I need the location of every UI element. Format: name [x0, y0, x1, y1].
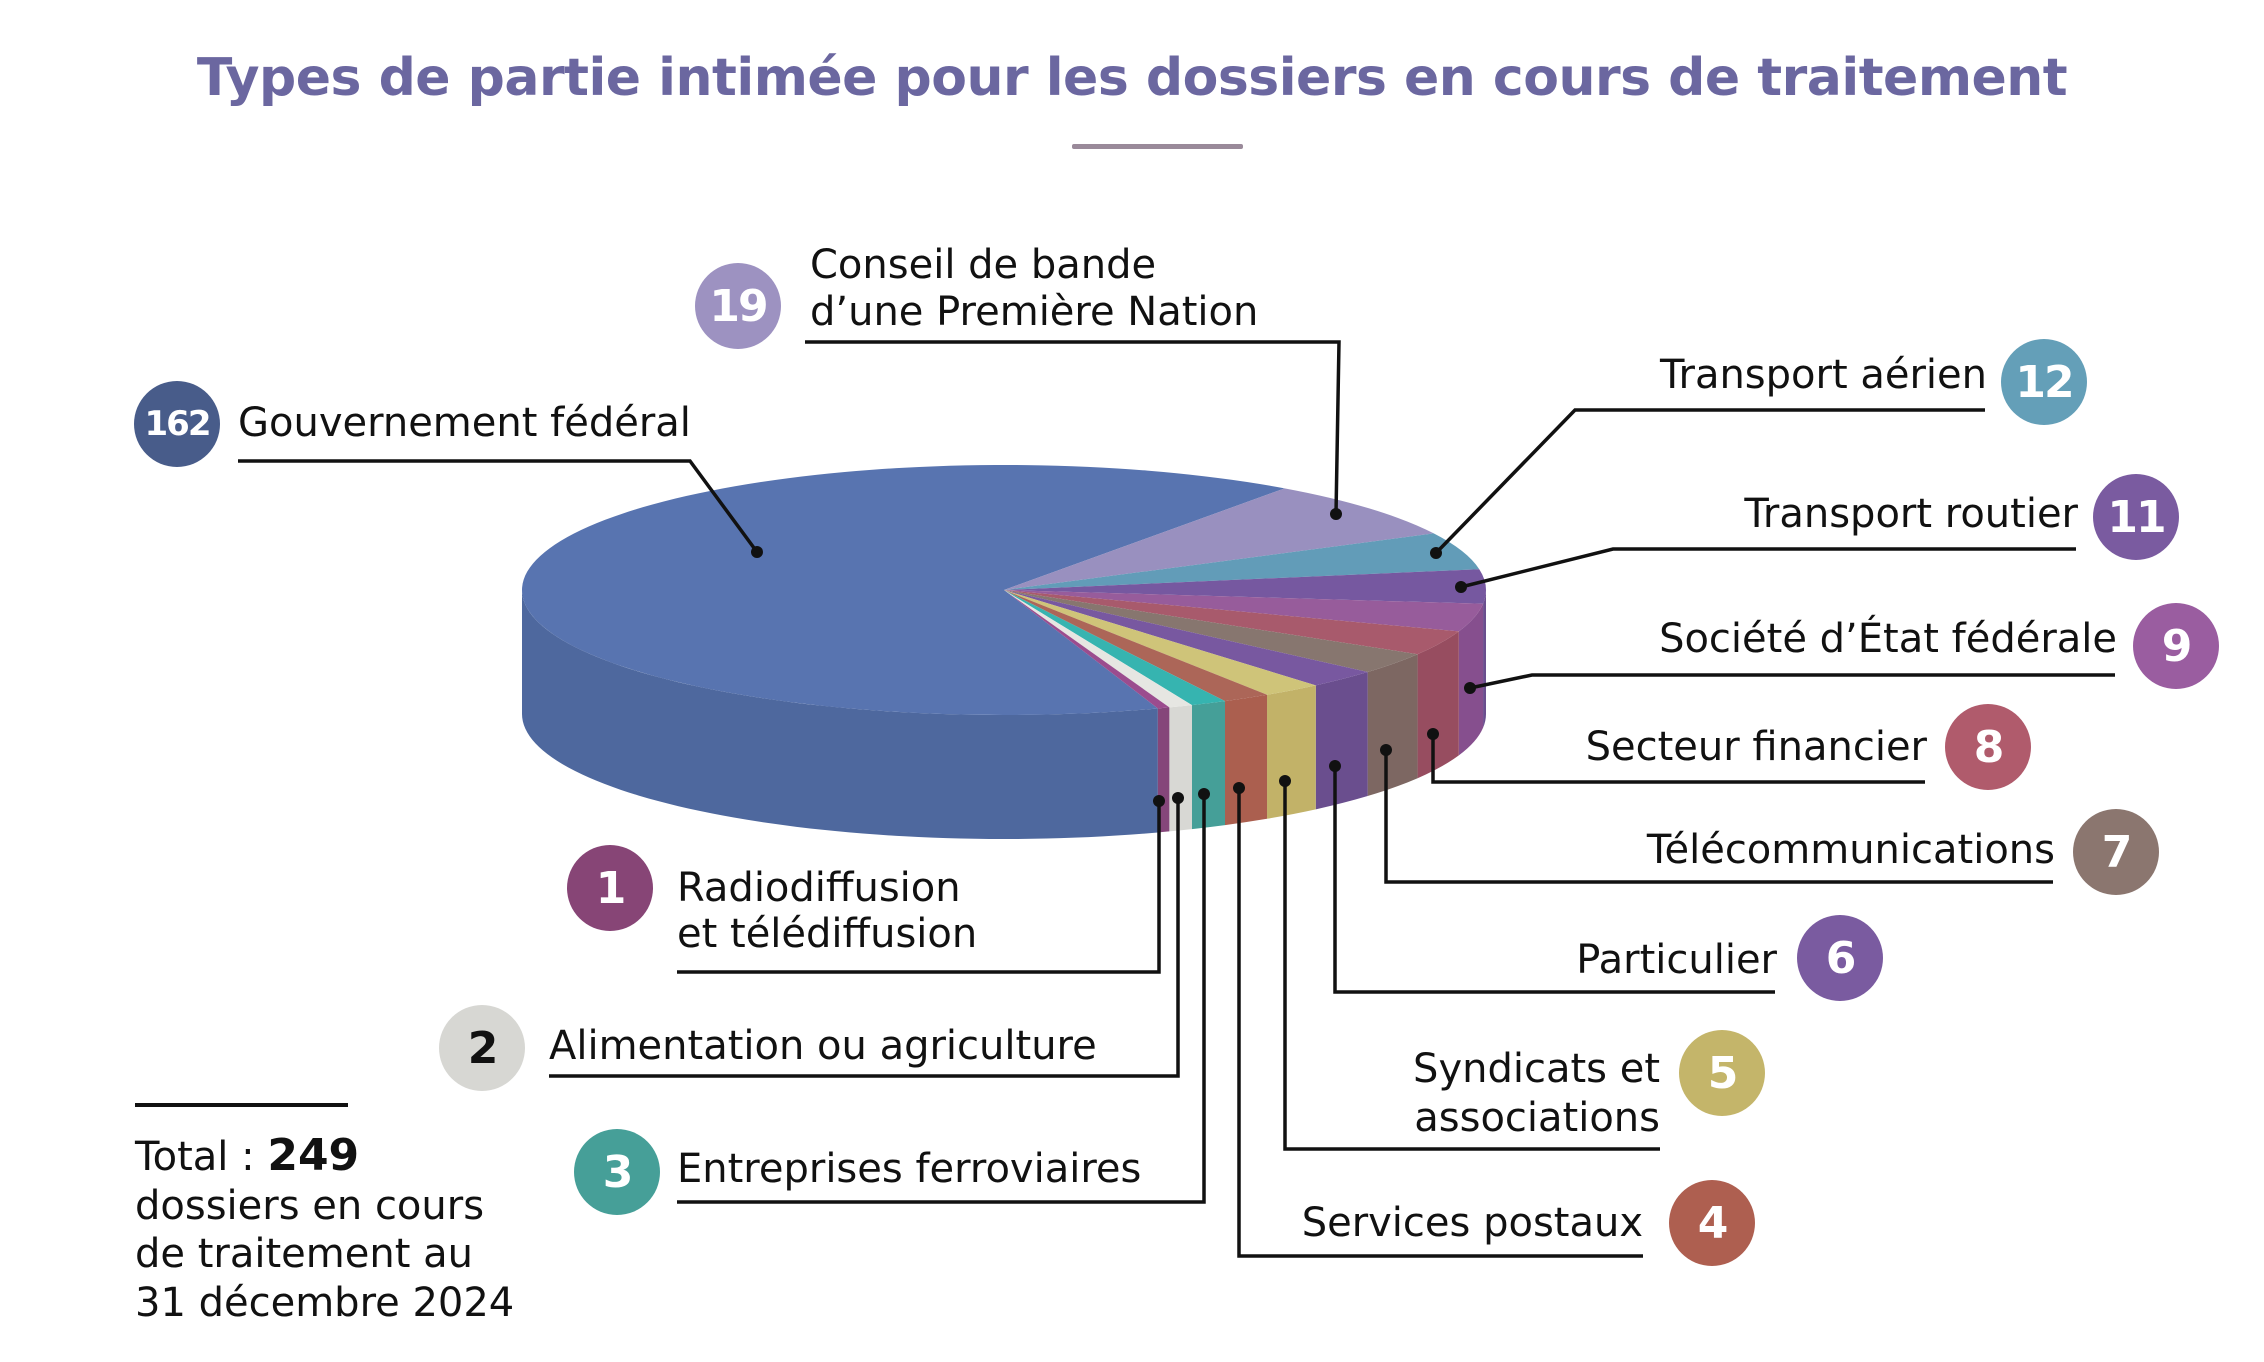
leader-aerien: [1434, 408, 1985, 555]
badge-particulier: 6: [1797, 915, 1883, 1001]
leader-telecom: [1384, 750, 2053, 884]
badge-conseil: 19: [695, 263, 781, 349]
leader-dots: [751, 508, 1476, 807]
pie-side-postaux: [1225, 694, 1268, 826]
pie-slice-radiodiffusion: [1004, 590, 1170, 709]
pie-slice-alimentation: [1004, 590, 1192, 708]
pie-side-particulier: [1315, 672, 1368, 810]
badge-telecom: 7: [2073, 809, 2159, 895]
label-postaux: Services postaux: [1301, 1200, 1643, 1246]
pie-slice-telecom: [1004, 590, 1418, 673]
badge-postaux: 4: [1669, 1180, 1755, 1266]
leader-postaux: [1237, 788, 1643, 1258]
pie-side-societe: [1458, 603, 1484, 756]
leader-alimentation: [549, 798, 1180, 1078]
label-telecom: Télécommunications: [1646, 827, 2055, 873]
label-routier: Transport routier: [1744, 491, 2078, 537]
total-desc-2: de traitement au: [135, 1231, 473, 1277]
label-societe: Société d’État fédérale: [1659, 616, 2117, 662]
label-conseil-line2: d’une Première Nation: [810, 289, 1259, 335]
badge-syndicats: 5: [1679, 1030, 1765, 1116]
pie-slice-particulier: [1004, 590, 1368, 686]
total-desc-1: dossiers en cours: [135, 1182, 485, 1229]
total-rule: [135, 1103, 348, 1107]
leader-ferroviaires: [677, 794, 1206, 1204]
pie-slice-gouvernement: [522, 464, 1285, 715]
total-summary: Total : 249 dossiers en cours de traitem…: [135, 1130, 515, 1327]
pie-slice-postaux: [1004, 590, 1268, 702]
pie-side-telecom: [1367, 654, 1418, 797]
total-desc-3: 31 décembre 2024: [135, 1279, 515, 1326]
badge-alimentation: 2: [439, 1005, 525, 1091]
pie-side-syndicats: [1267, 685, 1316, 819]
label-alimentation: Alimentation ou agriculture: [549, 1023, 1097, 1069]
pie-slice-syndicats: [1004, 590, 1316, 695]
leader-particulier: [1333, 766, 1775, 994]
badge-aerien: 12: [2001, 339, 2087, 425]
chart-title: Types de partie intimée pour les dossier…: [196, 48, 2068, 108]
total-value: 249: [267, 1130, 360, 1181]
title-underline: [1072, 144, 1243, 149]
label-aerien: Transport aérien: [1659, 352, 1987, 398]
pie-slice-aerien: [1004, 533, 1480, 590]
total-line: Total : 249: [135, 1130, 514, 1182]
pie-slice-societe: [1004, 590, 1484, 632]
pie-side-ferroviaires: [1191, 701, 1226, 830]
badge-radiodiffusion: 1: [567, 845, 653, 931]
label-syndicats-line1: Syndicats et: [1413, 1046, 1660, 1092]
label-radiodiffusion-line1: Radiodiffusion: [677, 865, 961, 911]
leader-conseil: [805, 340, 1341, 515]
total-label: Total :: [135, 1134, 268, 1180]
leader-societe: [1469, 673, 2115, 690]
pie-side-gouvernement: [522, 590, 1158, 839]
pie-slice-secteur: [1004, 590, 1459, 655]
label-particulier: Particulier: [1576, 937, 1777, 983]
label-conseil-line1: Conseil de bande: [810, 242, 1157, 288]
leader-radiodiffusion: [677, 801, 1161, 974]
pie-top-faces: [522, 464, 1486, 715]
pie-side-faces: [522, 590, 1486, 839]
badge-gouvernement: 162: [134, 381, 220, 467]
badge-secteur: 8: [1945, 704, 2031, 790]
pie-slice-ferroviaires: [1004, 590, 1226, 706]
pie-side-secteur: [1417, 631, 1459, 779]
leader-syndicats: [1283, 781, 1660, 1151]
label-gouvernement: Gouvernement fédéral: [238, 400, 691, 446]
pie-slice-routier: [1004, 569, 1486, 604]
leader-secteur: [1431, 734, 1925, 784]
label-ferroviaires: Entreprises ferroviaires: [677, 1146, 1142, 1192]
badge-routier: 11: [2093, 474, 2179, 560]
label-secteur: Secteur financier: [1585, 724, 1927, 770]
leader-routier: [1460, 547, 2076, 589]
leader-lines: [238, 340, 2115, 1258]
badge-ferroviaires: 3: [574, 1129, 660, 1215]
pie-side-alimentation: [1169, 705, 1192, 832]
badge-societe: 9: [2133, 603, 2219, 689]
label-radiodiffusion-line2: et télédiffusion: [677, 911, 978, 957]
pie-side-routier: [1483, 590, 1486, 728]
leader-gouvernement: [238, 459, 759, 554]
label-syndicats-line2: associations: [1414, 1095, 1660, 1141]
pie-slice-conseil: [1004, 488, 1434, 590]
